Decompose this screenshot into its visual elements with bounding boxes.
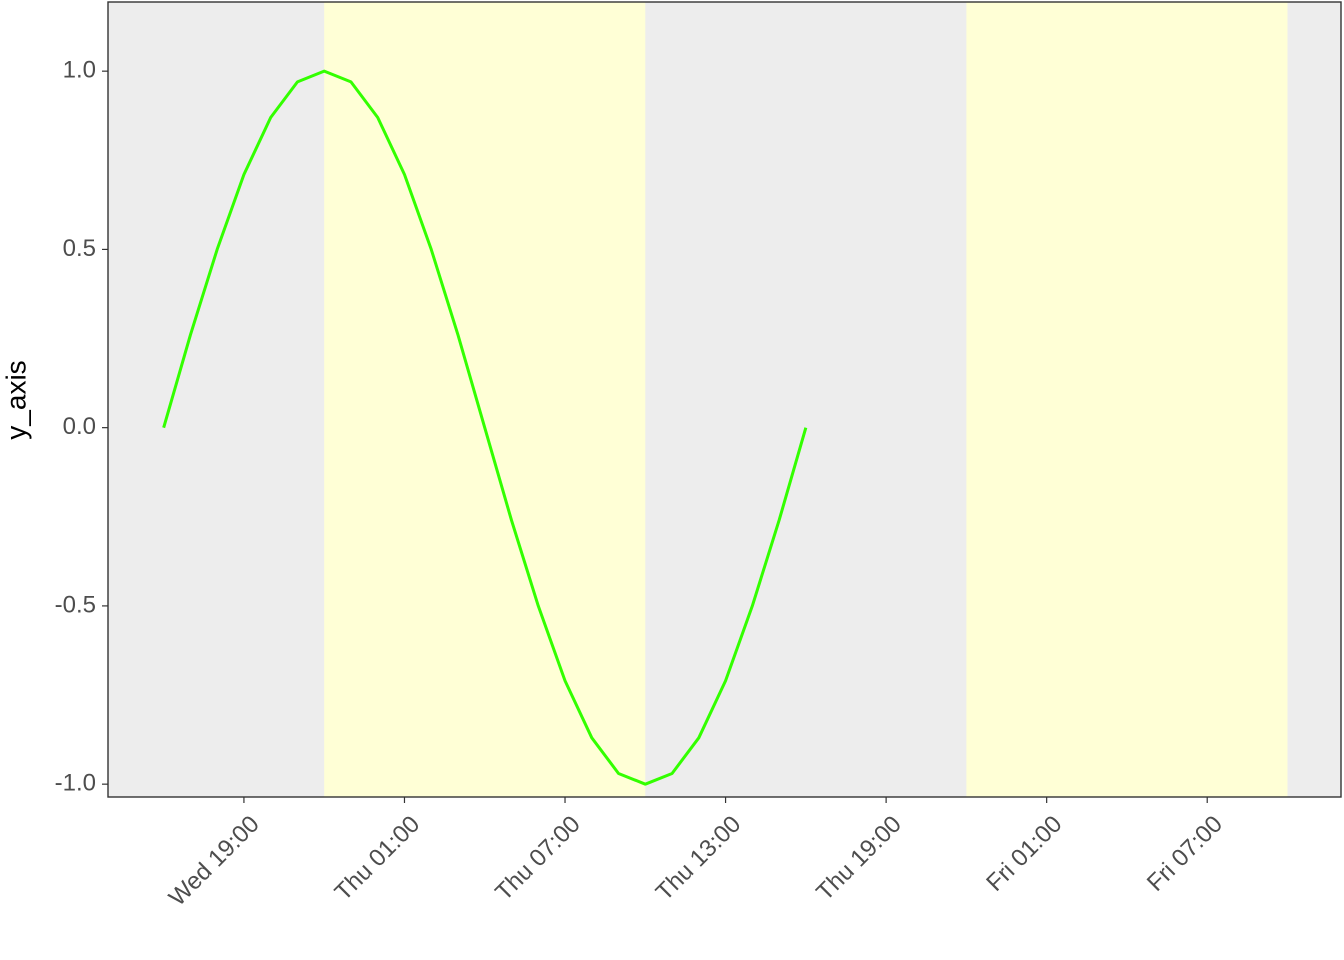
x-tick-label: Fri 07:00: [1142, 811, 1228, 897]
y-tick-label: 1.0: [63, 57, 96, 84]
y-tick-label: 0.5: [63, 235, 96, 262]
x-tick-label: Thu 19:00: [811, 811, 907, 907]
x-tick-label: Wed 19:00: [164, 811, 265, 912]
x-tick-label: Thu 13:00: [651, 811, 747, 907]
shaded-region: [324, 2, 646, 797]
y-axis-label: y_axis: [0, 360, 31, 439]
x-tick-label: Fri 01:00: [981, 811, 1067, 897]
panel-border: [107, 1, 1342, 798]
x-tick-label: Thu 07:00: [490, 811, 586, 907]
y-tick-label: -0.5: [55, 591, 96, 618]
data-line: [162, 69, 808, 786]
y-tick-label: -1.0: [55, 770, 96, 797]
shaded-region: [966, 2, 1288, 797]
x-tick-label: Thu 01:00: [330, 811, 426, 907]
y-tick-label: 0.0: [63, 413, 96, 440]
